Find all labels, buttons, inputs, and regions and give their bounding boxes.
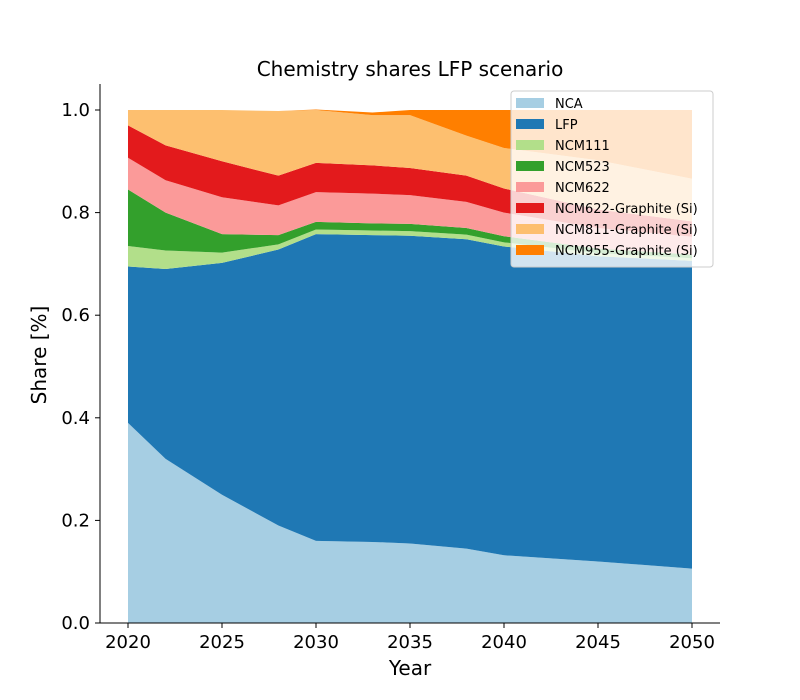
legend-label: NCM955-Graphite (Si) xyxy=(555,244,698,259)
legend-label: NCA xyxy=(555,97,583,112)
legend-swatch xyxy=(516,182,544,192)
x-tick-label: 2020 xyxy=(105,632,151,653)
x-tick-label: 2035 xyxy=(387,632,433,653)
legend-swatch xyxy=(516,161,544,171)
y-tick-label: 0.8 xyxy=(61,203,90,224)
legend-label: NCM111 xyxy=(555,139,610,154)
area-ncm523 xyxy=(128,189,692,259)
y-tick-label: 0.6 xyxy=(61,305,90,326)
legend-label: NCM622-Graphite (Si) xyxy=(555,202,698,217)
x-tick-label: 2030 xyxy=(293,632,339,653)
legend-label: NCM622 xyxy=(555,181,610,196)
legend-label: NCM811-Graphite (Si) xyxy=(555,223,698,238)
area-nca xyxy=(128,422,692,623)
area-ncm111 xyxy=(128,229,692,270)
y-tick-label: 0.0 xyxy=(61,613,90,634)
ticks: 2020 2025 2030 2035 2040 2045 2050 0.0 0.2 0.4 0.6… xyxy=(61,100,715,653)
legend-label: LFP xyxy=(555,118,578,133)
x-axis-label: Year xyxy=(388,656,432,680)
x-tick-label: 2045 xyxy=(575,632,621,653)
legend-swatch xyxy=(516,119,544,129)
legend-swatch xyxy=(516,203,544,213)
x-tick-label: 2025 xyxy=(199,632,245,653)
legend-swatch xyxy=(516,140,544,150)
chart-title: Chemistry shares LFP scenario xyxy=(257,57,564,81)
area-lfp xyxy=(128,234,692,569)
x-tick-label: 2050 xyxy=(669,632,715,653)
legend-swatch xyxy=(516,245,544,255)
y-tick-label: 0.2 xyxy=(61,510,90,531)
legend-swatch xyxy=(516,98,544,108)
y-tick-label: 0.4 xyxy=(61,408,90,429)
legend-box xyxy=(510,90,714,268)
y-axis-label: Share [%] xyxy=(27,306,51,405)
x-tick-label: 2040 xyxy=(481,632,527,653)
legend-swatch xyxy=(516,224,544,234)
y-tick-label: 1.0 xyxy=(61,100,90,121)
legend: NCA LFP NCM111 NCM523 NCM622 NCM622-Graphite … xyxy=(510,90,714,268)
legend-label: NCM523 xyxy=(555,160,610,175)
